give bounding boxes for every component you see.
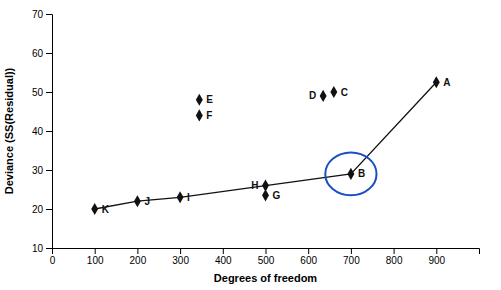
x-tick-mark [137, 248, 138, 254]
point [330, 86, 337, 98]
x-tick-label: 200 [130, 255, 147, 266]
x-tick-label: 700 [343, 255, 360, 266]
y-tick: 70 [32, 9, 52, 20]
x-tick: 200 [130, 248, 147, 266]
x-tick: 700 [343, 248, 360, 266]
point-label: D [309, 90, 316, 101]
y-axis-title: Deviance (SS(Residual)) [3, 67, 15, 194]
line [95, 82, 437, 209]
x-tick-mark [436, 248, 437, 254]
x-tick: 300 [172, 248, 189, 266]
point-label: B [358, 168, 365, 179]
y-tick: 50 [32, 87, 52, 98]
y-tick-mark [46, 248, 52, 249]
y-tick-mark [46, 131, 52, 132]
point-label: A [443, 77, 450, 88]
y-tick-mark [46, 53, 52, 54]
x-tick: 800 [386, 248, 403, 266]
y-tick-label: 40 [32, 126, 44, 137]
y-tick: 20 [32, 204, 52, 215]
point-label: G [273, 190, 281, 201]
x-tick-label: 800 [386, 255, 403, 266]
x-tick-label: 900 [428, 255, 445, 266]
y-axis-line [46, 15, 53, 249]
point [196, 109, 203, 121]
point-label: E [206, 94, 213, 105]
y-tick: 30 [32, 165, 52, 176]
x-tick: 900 [428, 248, 445, 266]
point-label: I [187, 192, 190, 203]
y-tick: 40 [32, 126, 52, 137]
x-tick-mark [180, 248, 181, 254]
x-tick: 100 [87, 248, 104, 266]
point-label: H [251, 180, 258, 191]
x-tick-mark [95, 248, 96, 254]
x-tick-label: 500 [258, 255, 275, 266]
y-tick-label: 20 [32, 204, 44, 215]
x-tick-label: 0 [50, 255, 56, 266]
x-tick-mark [351, 248, 352, 254]
y-tick-label: 60 [32, 48, 44, 59]
x-tick-mark [308, 248, 309, 254]
point [196, 94, 203, 106]
x-tick-mark [394, 248, 395, 254]
x-axis: 0 100 200 300 400 500 600 700 800 900 [50, 248, 480, 266]
y-tick-mark [46, 170, 52, 171]
x-axis-title: Degrees of freedom [214, 272, 318, 284]
x-tick-label: 600 [300, 255, 317, 266]
x-tick-mark [266, 248, 267, 254]
highlight-ellipse [325, 152, 376, 195]
point [320, 90, 327, 102]
y-tick-label: 50 [32, 87, 44, 98]
point-label: K [102, 204, 110, 215]
x-tick-label: 300 [172, 255, 189, 266]
y-tick: 60 [32, 48, 52, 59]
y-tick-mark [46, 92, 52, 93]
marks [91, 76, 440, 215]
plot: 0 100 200 300 400 500 600 700 800 900 10 20 30 40 50 60… [32, 9, 480, 266]
point-label: J [144, 196, 150, 207]
y-tick: 10 [32, 243, 52, 254]
point-labels: A B C D EF G H I J K [102, 77, 451, 215]
point-label: C [341, 87, 348, 98]
x-tick-label: 100 [87, 255, 104, 266]
y-tick-mark [46, 14, 52, 15]
x-axis-line [53, 249, 480, 255]
x-tick: 0 [50, 248, 56, 266]
x-tick: 400 [215, 248, 232, 266]
x-tick: 600 [300, 248, 317, 266]
point-label: F [206, 110, 212, 121]
y-axis: 10 20 30 40 50 60 70 [32, 9, 53, 254]
x-tick: 500 [258, 248, 275, 266]
chart: 0 100 200 300 400 500 600 700 800 900 10 20 30 40 50 60… [0, 0, 501, 290]
x-tick-label: 400 [215, 255, 232, 266]
x-tick-mark [223, 248, 224, 254]
y-tick-label: 10 [32, 243, 44, 254]
y-tick-label: 70 [32, 9, 44, 20]
y-tick-label: 30 [32, 165, 44, 176]
y-tick-mark [46, 209, 52, 210]
